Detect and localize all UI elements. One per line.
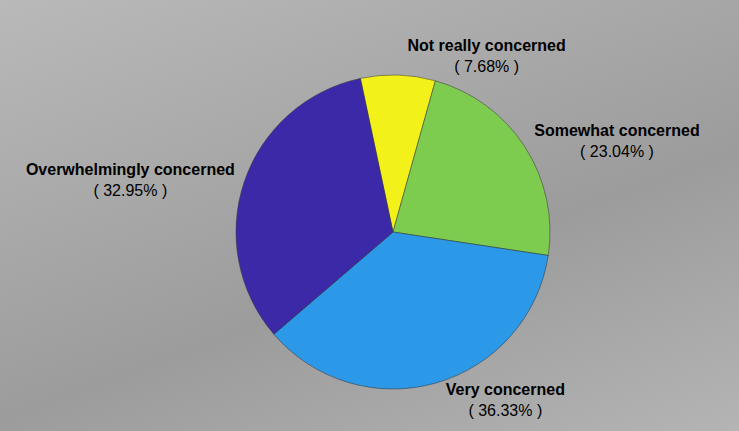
svg-text:Not really concerned( 7.68% ): Not really concerned( 7.68% )	[407, 37, 565, 75]
svg-text:Overwhelmingly concerned( 32.9: Overwhelmingly concerned( 32.95% )	[26, 161, 235, 199]
svg-text:Very concerned( 36.33% ): Very concerned( 36.33% )	[446, 381, 565, 419]
svg-text:Somewhat concerned( 23.04% ): Somewhat concerned( 23.04% )	[534, 122, 699, 160]
